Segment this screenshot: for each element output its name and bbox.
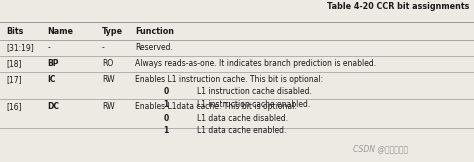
Text: [18]: [18]: [6, 59, 22, 68]
Text: Name: Name: [47, 27, 73, 36]
Text: CSDN @大彪爱工作: CSDN @大彪爱工作: [353, 144, 408, 153]
Text: -: -: [102, 43, 105, 52]
Text: BP: BP: [47, 59, 59, 68]
Text: L1 instruction cache disabled.: L1 instruction cache disabled.: [197, 87, 311, 97]
Text: L1 data cache disabled.: L1 data cache disabled.: [197, 114, 288, 123]
Text: Bits: Bits: [6, 27, 24, 36]
Text: Always reads-as-one. It indicates branch prediction is enabled.: Always reads-as-one. It indicates branch…: [135, 59, 376, 68]
Text: 0: 0: [164, 114, 169, 123]
Text: Function: Function: [135, 27, 174, 36]
Text: IC: IC: [47, 75, 56, 84]
Text: [16]: [16]: [6, 102, 22, 111]
Text: RW: RW: [102, 75, 115, 84]
Text: -: -: [47, 43, 50, 52]
Text: Enables L1data cache. This bit is optional:: Enables L1data cache. This bit is option…: [135, 102, 297, 111]
Text: [31:19]: [31:19]: [6, 43, 34, 52]
Text: RW: RW: [102, 102, 115, 111]
Text: [17]: [17]: [6, 75, 22, 84]
Text: L1 data cache enabled.: L1 data cache enabled.: [197, 126, 286, 135]
Text: Enables L1 instruction cache. This bit is optional:: Enables L1 instruction cache. This bit i…: [135, 75, 323, 84]
Text: Table 4-20 CCR bit assignments: Table 4-20 CCR bit assignments: [327, 2, 469, 12]
Text: L1 instruction cache enabled.: L1 instruction cache enabled.: [197, 100, 310, 109]
Text: DC: DC: [47, 102, 59, 111]
Text: Type: Type: [102, 27, 123, 36]
Text: 1: 1: [164, 100, 169, 109]
Text: 1: 1: [164, 126, 169, 135]
Text: 0: 0: [164, 87, 169, 97]
Text: RO: RO: [102, 59, 113, 68]
Text: Reserved.: Reserved.: [135, 43, 173, 52]
